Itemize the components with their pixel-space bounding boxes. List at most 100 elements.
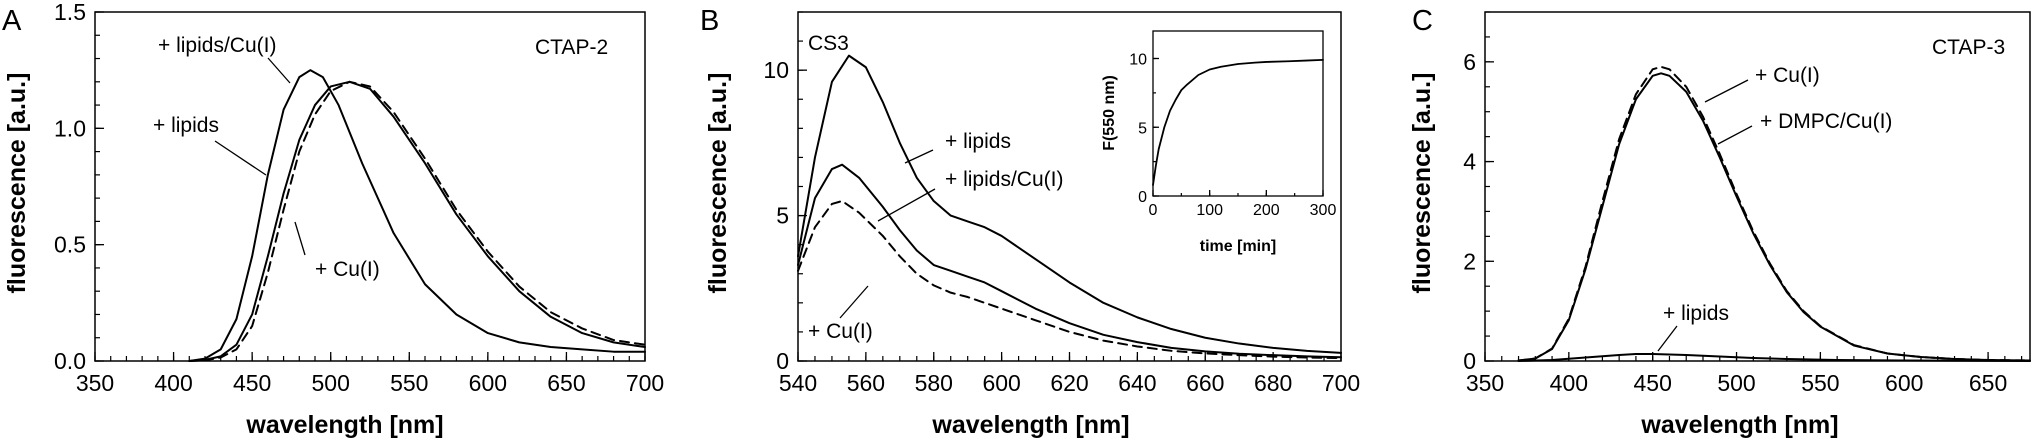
panel-a-series-lipids-line [188,69,646,362]
panel-a-ticks: 350 400 450 500 550 600 650 700 0.0 0.5 1.0 1.5 [54,0,664,396]
panel-a-series-lipids-cu-i-line [188,80,646,362]
panel-b-annotation-lipids: + lipids [904,130,1011,164]
panel-b-inset-kinetic-line [1152,58,1324,186]
panel-a-chart: A CTAP-2 wavelength [nm] fluorescence [a… [2,0,664,439]
panel-b-series [797,54,1342,360]
panel-a-anno-lipids-label: + lipids [153,114,219,137]
panel-b-inset-x-tick-label: 100 [1196,202,1223,219]
panel-b-plot-frame [797,11,1342,362]
panel-a-series [188,69,646,362]
panel-c-x-tick-label: 400 [1550,370,1588,396]
panel-c-plot-frame [1484,11,2031,362]
panel-a-x-tick-label: 350 [76,370,114,396]
panel-a-x-tick-label: 650 [547,370,585,396]
panel-b-x-tick-label: 660 [1186,370,1224,396]
panel-c-x-tick-label: 650 [1969,370,2007,396]
panel-b-x-tick-label: 560 [847,370,885,396]
panel-c-x-tick-label: 600 [1885,370,1923,396]
panel-c-y-tick-label: 2 [1463,248,1476,274]
panel-c-x-tick-label: 450 [1634,370,1672,396]
panel-b-y-tick-label: 0 [776,348,789,374]
panel-b-anno-lipids-cu-label: + lipids/Cu(I) [945,168,1063,191]
panel-c-title: CTAP-3 [1932,36,2005,59]
panel-c-anno-lipids-label: + lipids [1663,302,1729,325]
panel-a-ylabel: fluorescence [a.u.] [3,73,31,294]
panel-c-x-tick-label: 350 [1466,370,1504,396]
panel-b-y-tick-label: 5 [776,203,789,229]
panel-c-x-tick-label: 500 [1717,370,1755,396]
panel-a-x-tick-label: 500 [312,370,350,396]
panel-b-letter: B [700,5,719,37]
panel-b-x-tick-label: 620 [1050,370,1088,396]
panel-a-annotation-cu: + Cu(I) [294,221,380,281]
panel-b-inset-x-tick-label: 300 [1310,202,1337,219]
panel-b-inset-x-tick-label: 0 [1149,202,1158,219]
panel-b-y-tick-label: 10 [763,57,789,83]
panel-b-inset-ticks: 0 100 200 300 0 5 10 [1129,52,1336,220]
panel-c-annotation-lipids: + lipids [1657,302,1729,352]
panel-a-annotation-lipids: + lipids [153,114,267,176]
panel-a-series-cu-i-line [188,80,646,362]
panel-c-anno-cu-label: + Cu(I) [1755,64,1820,87]
panel-b-inset-y-tick-label: 10 [1129,52,1147,69]
panel-c-anno-lipids-leader [1657,325,1678,352]
panel-a-y-tick-label: 0.5 [54,232,86,258]
panel-a-title: CTAP-2 [535,36,608,59]
panel-b-ylabel: fluorescence [a.u.] [704,73,732,294]
panel-b-inset-frame [1152,30,1324,197]
panel-c-y-tick-label: 4 [1463,149,1476,175]
panel-a-y-tick-label: 1.5 [54,0,86,25]
panel-a-x-tick-label: 700 [626,370,664,396]
panel-b-anno-cu-leader [839,285,869,319]
panel-b-inset-ylabel: F(550 nm) [1101,75,1118,151]
panel-c-y-tick-label: 0 [1463,348,1476,374]
panel-b-x-tick-label: 600 [982,370,1020,396]
panel-c-anno-dmpc-cu-label: + DMPC/Cu(I) [1760,110,1892,133]
panel-a-plot-frame [94,11,646,362]
panel-c-series-lipids-line [1517,353,2031,362]
panel-c-series-dmpc-cu-i-line [1517,72,2031,362]
panel-b-series-cu-i-line [797,200,1342,360]
panel-b-anno-cu-label: + Cu(I) [808,320,873,343]
panel-a-anno-lipids-cu-leader [267,57,291,84]
panel-b-inset-chart: 0 100 200 300 0 5 10 time [min] F(550 nm) [1101,30,1336,255]
panel-a-x-tick-label: 450 [233,370,271,396]
panel-a-annotation-lipids-cu: + lipids/Cu(I) [158,34,291,84]
panel-a-anno-lipids-leader [214,140,267,176]
panel-a-letter: A [2,5,22,37]
panel-b-xlabel: wavelength [nm] [931,411,1129,439]
panel-b-chart: B CS3 wavelength [nm] fluorescence [a.u.… [700,5,1360,439]
panel-a-y-tick-label: 0.0 [54,348,86,374]
panel-a-x-tick-label: 550 [390,370,428,396]
panel-b-x-tick-label: 640 [1118,370,1156,396]
panel-b-series-lipids-cu-i-line [797,163,1342,359]
panel-b-anno-lipids-label: + lipids [945,130,1011,153]
panel-a-anno-lipids-cu-label: + lipids/Cu(I) [158,34,276,57]
panel-b-title: CS3 [808,32,849,55]
panel-b-ticks: 540 560 580 600 620 640 660 680 700 0 5 10 [763,11,1360,396]
panel-c-ticks: 350 400 450 500 550 600 650 0 2 4 6 [1463,11,2023,396]
panel-c-ylabel: fluorescence [a.u.] [1408,73,1436,294]
panel-c-annotation-cu: + Cu(I) [1704,64,1820,103]
panel-b-inset-y-tick-label: 5 [1138,120,1147,137]
panel-c-anno-dmpc-cu-leader [1717,125,1753,145]
panel-b-inset-x-tick-label: 200 [1253,202,1280,219]
panel-a-xlabel: wavelength [nm] [245,411,443,439]
panel-b-anno-lipids-cu-leader [877,188,936,222]
panel-b-x-tick-label: 580 [915,370,953,396]
panel-a-x-tick-label: 600 [469,370,507,396]
panel-b-anno-lipids-leader [904,149,934,164]
panel-a-anno-cu-label: + Cu(I) [315,258,380,281]
panel-c-x-tick-label: 550 [1801,370,1839,396]
panel-b-annotation-lipids-cu: + lipids/Cu(I) [877,168,1063,222]
panel-b-x-tick-label: 540 [779,370,817,396]
panel-c-xlabel: wavelength [nm] [1640,411,1838,439]
panel-a-anno-cu-leader [294,221,306,256]
panel-b-annotation-cu: + Cu(I) [808,285,873,343]
panel-a-x-tick-label: 400 [154,370,192,396]
panel-c-letter: C [1412,5,1433,37]
panel-b-series-lipids-line [797,54,1342,354]
panel-b-x-tick-label: 700 [1322,370,1360,396]
panel-c-y-tick-label: 6 [1463,49,1476,75]
